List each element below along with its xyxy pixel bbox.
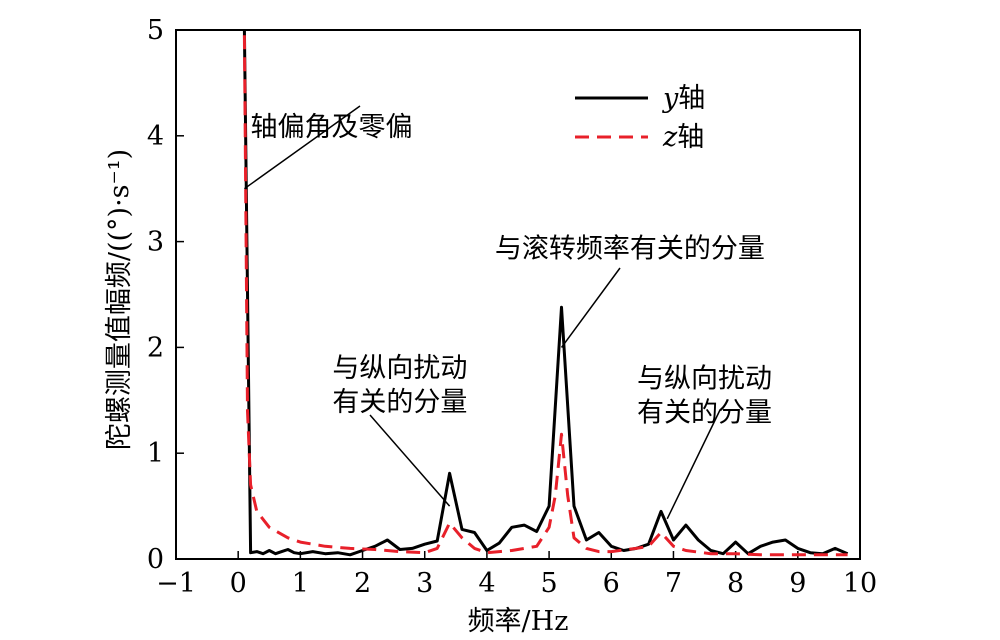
x-tick-label: 9 xyxy=(789,568,806,599)
x-tick-label: 6 xyxy=(603,568,620,599)
y-tick-label: 3 xyxy=(147,227,164,258)
x-tick-label: 2 xyxy=(354,568,371,599)
annotation-leader-line xyxy=(666,409,721,520)
x-tick-label: 7 xyxy=(665,568,682,599)
x-tick-label: 4 xyxy=(478,568,495,599)
x-tick-label: 0 xyxy=(230,568,247,599)
annotation-leader-line xyxy=(243,105,361,190)
annotation-label: 有关的分量 xyxy=(332,387,467,418)
annotation-label: 与纵向扰动 xyxy=(637,363,772,394)
plot-area xyxy=(175,29,861,560)
legend-label: y轴 xyxy=(662,83,705,114)
x-tick-label: 3 xyxy=(416,568,433,599)
x-tick-label: −1 xyxy=(156,568,196,599)
y-tick-label: 1 xyxy=(147,438,164,469)
annotation-leader-line xyxy=(560,267,621,348)
series-layer xyxy=(242,29,849,557)
series-line-z-axis xyxy=(242,35,848,557)
x-tick-label: 8 xyxy=(727,568,744,599)
x-tick-label: 5 xyxy=(540,568,557,599)
annotation-label: 轴偏角及零偏 xyxy=(250,112,412,143)
axis-ticks xyxy=(175,29,861,560)
legend-label: z轴 xyxy=(662,122,704,153)
x-tick-label: 10 xyxy=(843,568,877,599)
y-tick-label: 0 xyxy=(147,544,164,575)
annotation-label: 与纵向扰动 xyxy=(332,353,467,384)
plot-frame xyxy=(175,29,861,560)
series-line-y-axis xyxy=(242,29,849,557)
y-axis-title: 陀螺测量值幅频/((°)·s⁻¹) xyxy=(104,149,135,450)
annotation-label: 与滚转频率有关的分量 xyxy=(495,233,765,264)
legend: y轴 z轴 xyxy=(575,83,705,153)
y-tick-label: 4 xyxy=(147,121,164,152)
x-tick-label: 1 xyxy=(292,568,309,599)
annotation-label: 有关的分量 xyxy=(637,397,772,428)
y-tick-label: 2 xyxy=(147,332,164,363)
y-tick-label: 5 xyxy=(147,15,164,46)
x-axis-title: 频率/Hz xyxy=(468,606,569,637)
annotation-leader-line xyxy=(369,414,451,507)
